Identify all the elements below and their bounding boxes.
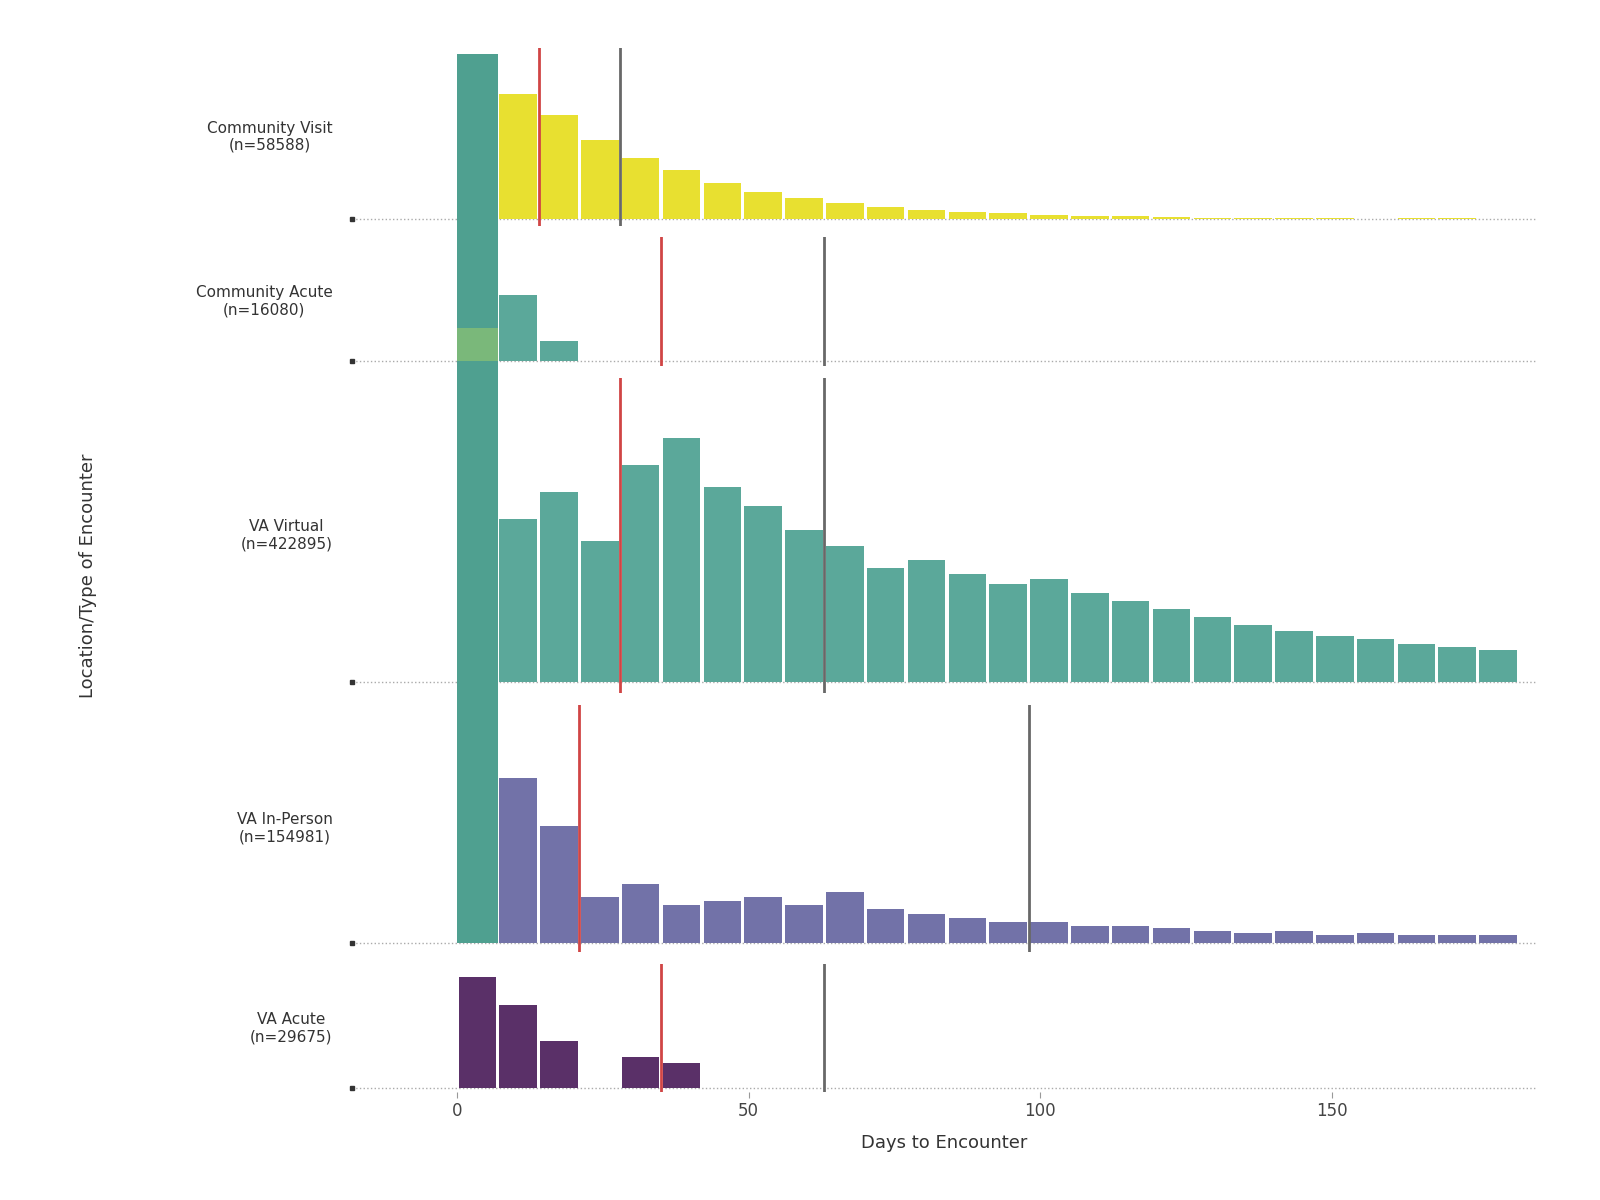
Bar	[1275, 631, 1312, 683]
Bar	[1234, 218, 1272, 220]
Bar	[989, 584, 1027, 683]
Bar	[907, 913, 946, 943]
Bar	[459, 66, 496, 220]
Bar	[459, 731, 496, 943]
Bar	[1070, 593, 1109, 683]
Bar	[826, 546, 864, 683]
Bar	[1398, 935, 1435, 943]
Bar	[581, 896, 619, 943]
Bar	[1438, 647, 1477, 683]
Bar	[826, 203, 864, 220]
Bar	[786, 530, 822, 683]
Bar	[867, 568, 904, 683]
Bar	[1315, 636, 1354, 683]
Bar	[1398, 644, 1435, 683]
Bar	[622, 158, 659, 220]
Bar	[907, 210, 946, 220]
Text: Location/Type of Encounter: Location/Type of Encounter	[78, 454, 98, 698]
Y-axis label: VA In-Person
(n=154981): VA In-Person (n=154981)	[237, 812, 333, 845]
Y-axis label: Community Visit
(n=58588): Community Visit (n=58588)	[206, 120, 333, 152]
Bar	[1112, 601, 1149, 683]
Bar	[1398, 217, 1435, 220]
Bar	[1070, 216, 1109, 220]
Bar	[541, 1042, 578, 1087]
Bar	[867, 910, 904, 943]
Bar	[459, 410, 496, 683]
Bar	[581, 541, 619, 683]
Bar	[867, 208, 904, 220]
Bar	[1112, 926, 1149, 943]
Y-axis label: Community Acute
(n=16080): Community Acute (n=16080)	[195, 286, 333, 318]
Bar	[744, 505, 782, 683]
Bar	[581, 140, 619, 220]
Bar	[989, 922, 1027, 943]
Bar	[1234, 932, 1272, 943]
Bar	[499, 778, 538, 943]
Bar	[662, 438, 701, 683]
Bar	[704, 486, 741, 683]
X-axis label: Days to Encounter: Days to Encounter	[861, 1134, 1027, 1152]
Bar	[1480, 649, 1517, 683]
Y-axis label: VA Acute
(n=29675): VA Acute (n=29675)	[250, 1012, 333, 1044]
Y-axis label: VA Virtual
(n=422895): VA Virtual (n=422895)	[240, 520, 333, 552]
Bar	[1275, 930, 1312, 943]
Bar	[499, 295, 538, 361]
Bar	[541, 492, 578, 683]
Bar	[1030, 922, 1067, 943]
Bar	[1480, 935, 1517, 943]
Bar	[907, 560, 946, 683]
Bar	[704, 182, 741, 220]
Bar	[1152, 929, 1190, 943]
Bar	[622, 1057, 659, 1087]
Bar	[826, 893, 864, 943]
Bar	[459, 977, 496, 1087]
Bar	[662, 170, 701, 220]
Bar	[786, 905, 822, 943]
Bar	[1030, 580, 1067, 683]
Bar	[499, 94, 538, 220]
Bar	[541, 341, 578, 361]
Bar	[662, 1063, 701, 1087]
Bar	[541, 115, 578, 220]
Bar	[1315, 935, 1354, 943]
Bar	[1030, 215, 1067, 220]
Bar	[1234, 625, 1272, 683]
Bar	[744, 896, 782, 943]
Bar	[1070, 926, 1109, 943]
Bar	[949, 918, 986, 943]
Bar	[1194, 930, 1230, 943]
Bar	[744, 192, 782, 220]
Bar	[1152, 217, 1190, 220]
Bar	[1357, 638, 1394, 683]
Polygon shape	[458, 54, 498, 943]
Bar	[1194, 217, 1230, 220]
Bar	[949, 574, 986, 683]
Bar	[1152, 608, 1190, 683]
Bar	[1438, 935, 1477, 943]
Bar	[459, 330, 496, 361]
Polygon shape	[458, 328, 498, 361]
Bar	[704, 901, 741, 943]
Bar	[499, 520, 538, 683]
Bar	[622, 884, 659, 943]
Bar	[662, 905, 701, 943]
Bar	[541, 827, 578, 943]
Bar	[1112, 216, 1149, 220]
Bar	[1357, 932, 1394, 943]
Bar	[1194, 617, 1230, 683]
Bar	[949, 211, 986, 220]
Bar	[1438, 218, 1477, 220]
Bar	[786, 198, 822, 220]
Bar	[622, 464, 659, 683]
Bar	[499, 1004, 538, 1087]
Bar	[989, 214, 1027, 220]
